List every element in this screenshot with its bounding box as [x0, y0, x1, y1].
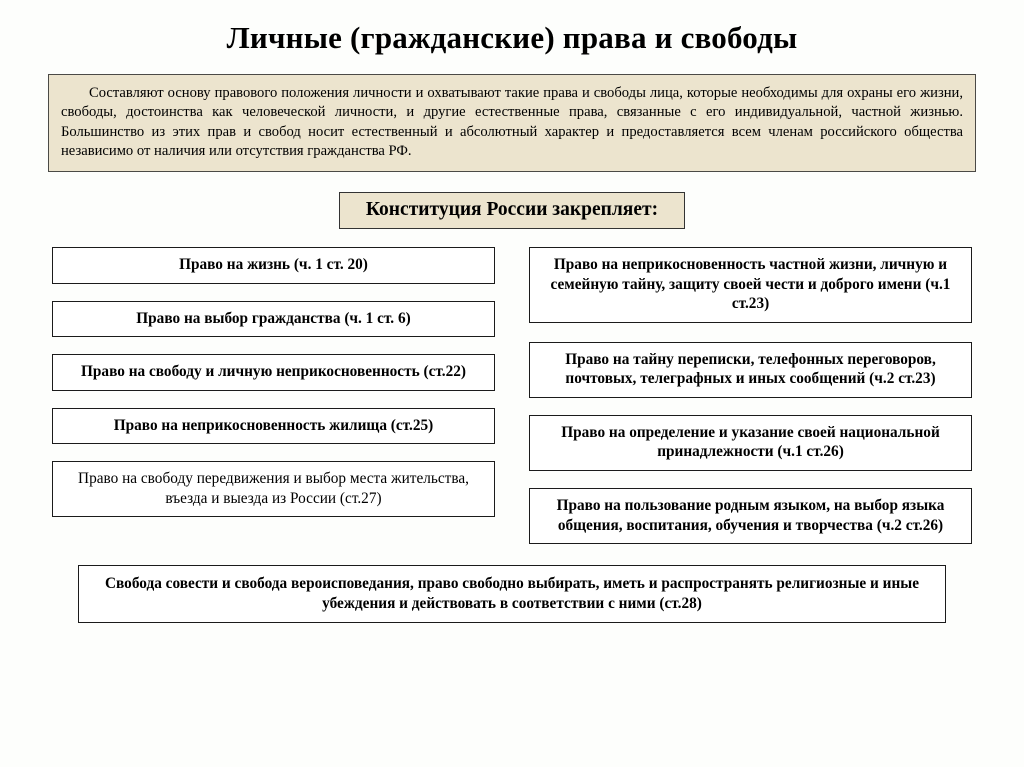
list-item: Право на неприкосновенность частной жизн…	[529, 247, 972, 323]
intro-box: Составляют основу правового положения ли…	[48, 74, 976, 172]
columns: Право на жизнь (ч. 1 ст. 20) Право на вы…	[52, 247, 972, 561]
list-item: Право на пользование родным языком, на в…	[529, 488, 972, 544]
list-item: Право на свободу передвижения и выбор ме…	[52, 461, 495, 517]
list-item: Право на жизнь (ч. 1 ст. 20)	[52, 247, 495, 284]
subhead-box: Конституция России закрепляет:	[339, 192, 685, 229]
list-item: Право на тайну переписки, телефонных пер…	[529, 342, 972, 398]
left-column: Право на жизнь (ч. 1 ст. 20) Право на вы…	[52, 247, 495, 561]
list-item: Право на неприкосновенность жилища (ст.2…	[52, 408, 495, 445]
list-item: Право на свободу и личную неприкосновенн…	[52, 354, 495, 391]
list-item: Право на определение и указание своей на…	[529, 415, 972, 471]
right-column: Право на неприкосновенность частной жизн…	[529, 247, 972, 561]
page-title: Личные (гражданские) права и свободы	[48, 20, 976, 56]
intro-text: Составляют основу правового положения ли…	[61, 85, 963, 159]
list-item: Право на выбор гражданства (ч. 1 ст. 6)	[52, 301, 495, 338]
subhead-row: Конституция России закрепляет:	[48, 192, 976, 229]
footer-box: Свобода совести и свобода вероисповедани…	[78, 565, 946, 623]
